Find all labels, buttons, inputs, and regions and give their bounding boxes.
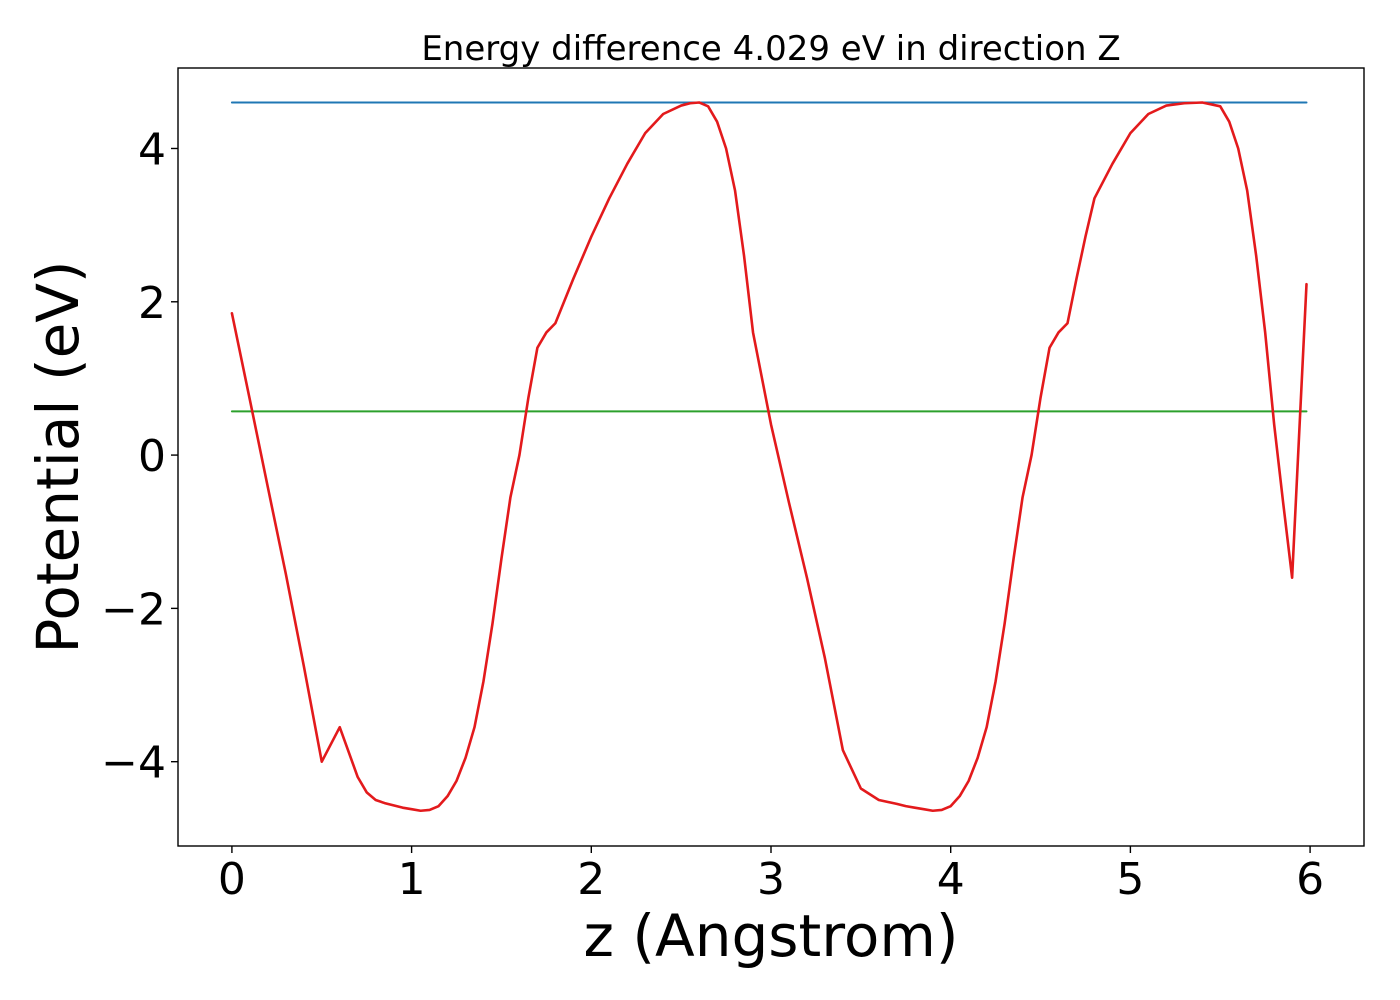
chart-title: Energy difference 4.029 eV in direction … [421, 29, 1120, 69]
x-tick-label: 2 [577, 854, 605, 905]
series-layer [230, 101, 1308, 813]
y-tick-label: 4 [138, 124, 166, 175]
y-tick-label: −2 [101, 584, 166, 635]
y-axis: −4 −2 0 2 4 [101, 124, 178, 789]
x-tick-label: 4 [937, 854, 965, 905]
plot-area-frame [177, 67, 1365, 847]
y-tick-label: 2 [138, 278, 166, 329]
potential-curve [230, 101, 1308, 813]
x-axis-label: z (Angstrom) [584, 902, 959, 970]
x-tick-label: 1 [398, 854, 426, 905]
x-axis: 0 1 2 3 4 5 6 [218, 846, 1324, 905]
x-tick-label: 5 [1116, 854, 1144, 905]
x-tick-label: 3 [757, 854, 785, 905]
x-tick-label: 0 [218, 854, 246, 905]
y-axis-label: Potential (eV) [24, 260, 92, 653]
y-tick-label: −4 [101, 738, 166, 789]
y-tick-label: 0 [138, 431, 166, 482]
x-tick-label: 6 [1296, 854, 1324, 905]
